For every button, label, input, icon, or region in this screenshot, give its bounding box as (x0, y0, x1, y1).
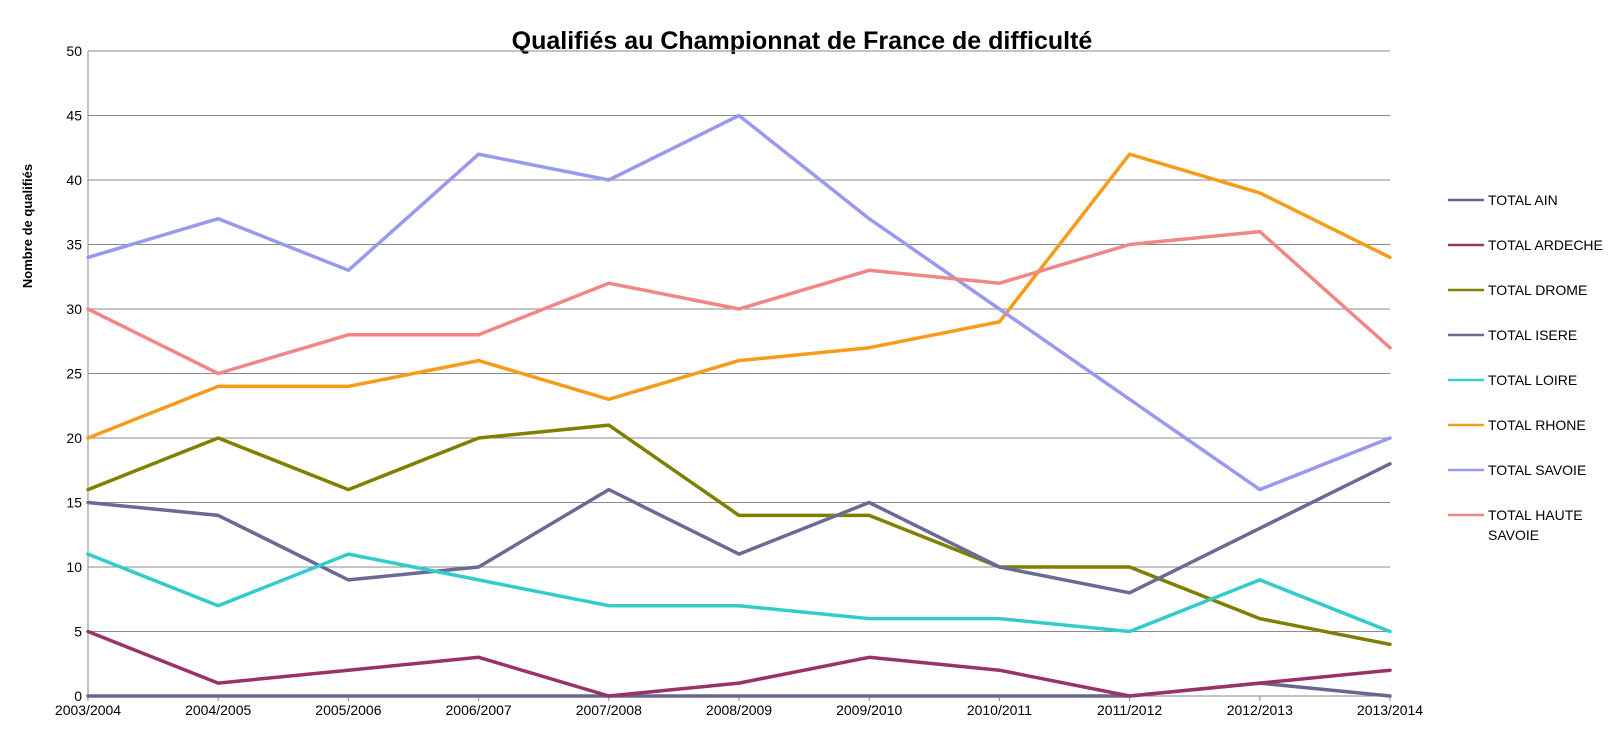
x-tick-label: 2005/2006 (315, 702, 381, 718)
x-tick-label: 2011/2012 (1097, 702, 1162, 718)
legend-item: TOTAL LOIRE (1448, 372, 1577, 388)
x-tick-label: 2008/2009 (706, 702, 772, 718)
series-line-total-loire (86, 552, 1392, 634)
legend-label: TOTAL AIN (1488, 192, 1558, 208)
gridlines (88, 50, 1390, 697)
chart-title: Qualifiés au Championnat de France de di… (512, 27, 1093, 55)
x-tick-label: 2012/2013 (1227, 702, 1293, 718)
legend-label: TOTAL DROME (1488, 282, 1587, 298)
legend-item: TOTAL SAVOIE (1448, 462, 1586, 478)
series-line-total-savoie (86, 113, 1392, 492)
y-axis-label: Nombre de qualifiés (20, 164, 35, 288)
y-tick-label: 0 (74, 688, 82, 704)
legend-label: TOTAL ARDECHE (1488, 237, 1603, 253)
y-tick-label: 30 (66, 301, 82, 317)
series-line-total-drome (86, 423, 1392, 647)
y-tick-label: 35 (66, 237, 82, 253)
y-tick-label: 5 (74, 624, 82, 640)
legend: TOTAL AIN TOTAL ARDECHE TOTAL DROME TOTAL I… (1448, 192, 1603, 543)
x-tick-label: 2006/2007 (446, 702, 512, 718)
series-lines (86, 113, 1392, 698)
y-tick-label: 10 (66, 559, 82, 575)
legend-item: TOTAL RHONE (1448, 417, 1586, 433)
y-tick-label: 50 (66, 43, 82, 59)
series-line-total-haute-savoie (86, 229, 1392, 376)
legend-label: TOTAL LOIRE (1488, 372, 1577, 388)
y-tick-label: 15 (66, 495, 82, 511)
y-tick-label: 45 (66, 108, 82, 124)
legend-item: TOTAL DROME (1448, 282, 1587, 298)
series-line-total-isere (86, 462, 1392, 595)
legend-item: TOTAL AIN (1448, 192, 1558, 208)
axes: 0 5 10 15 20 25 30 35 40 45 50 2003/2004 2004/2005 20… (55, 43, 1423, 718)
x-tick-label: 2009/2010 (836, 702, 902, 718)
legend-label: TOTAL SAVOIE (1488, 462, 1586, 478)
series-line-total-rhone (86, 152, 1392, 440)
legend-label: TOTAL HAUTE SAVOIE (1488, 507, 1583, 543)
y-tick-label: 20 (66, 430, 82, 446)
x-tick-label: 2007/2008 (576, 702, 642, 718)
legend-label: TOTAL RHONE (1488, 417, 1586, 433)
x-tick-label: 2010/2011 (967, 702, 1032, 718)
series-line-total-ardeche (86, 629, 1392, 698)
legend-item: TOTAL ISERE (1448, 327, 1577, 343)
legend-label: TOTAL ISERE (1488, 327, 1577, 343)
y-tick-label: 40 (66, 172, 82, 188)
legend-item: TOTAL HAUTE SAVOIE (1448, 507, 1583, 543)
x-tick-label: 2004/2005 (185, 702, 251, 718)
y-tick-label: 25 (66, 366, 82, 382)
legend-item: TOTAL ARDECHE (1448, 237, 1603, 253)
x-tick-label: 2013/2014 (1357, 702, 1423, 718)
x-tick-label: 2003/2004 (55, 702, 121, 718)
